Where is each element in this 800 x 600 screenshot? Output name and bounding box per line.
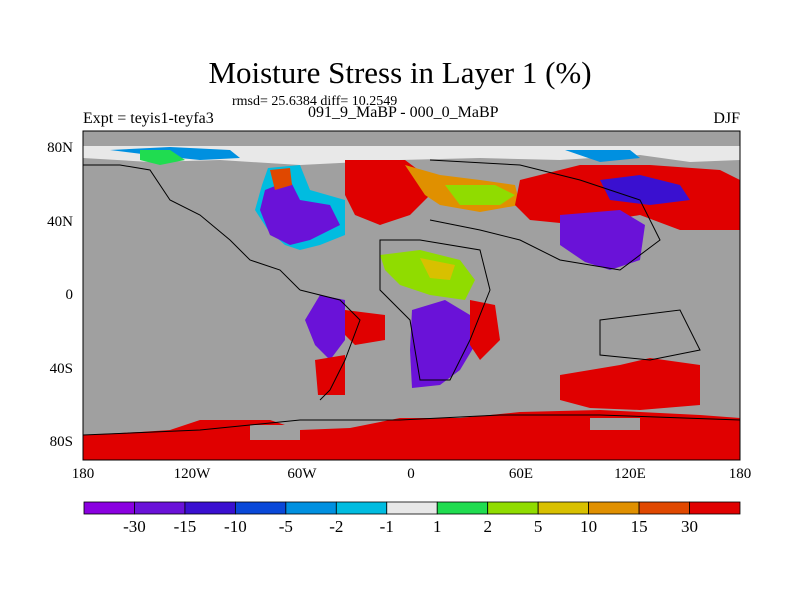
colorbar xyxy=(83,501,741,515)
y-tick-label: 0 xyxy=(65,287,74,303)
colorbar-box xyxy=(588,501,640,515)
colorbar-box xyxy=(386,501,438,515)
colorbar-label: 2 xyxy=(483,517,492,536)
antarctica-gap xyxy=(590,418,640,430)
colorbar-box xyxy=(234,501,287,515)
samerica-purple xyxy=(305,295,345,360)
colorbar-label: -15 xyxy=(173,517,197,536)
colorbar-label: -1 xyxy=(379,517,394,536)
y-tick-label: 80S xyxy=(49,434,73,450)
asia-green xyxy=(445,185,515,205)
eastasia-purple xyxy=(560,210,645,270)
colorbar-box xyxy=(487,501,539,515)
antarctica-gap xyxy=(250,425,300,440)
colorbar-label: -10 xyxy=(224,517,247,536)
colorbar-label: -2 xyxy=(329,517,344,536)
europe-red xyxy=(345,160,430,225)
colorbar-label: 30 xyxy=(681,517,699,536)
africa-red xyxy=(470,300,500,360)
colorbar-box xyxy=(689,501,741,515)
anomaly-field xyxy=(83,146,740,460)
x-tick-label: 60E xyxy=(508,466,534,482)
colorbar-box xyxy=(83,501,135,515)
x-tick-label: 180 xyxy=(728,466,752,482)
antarctica-red xyxy=(83,410,740,460)
colorbar-box xyxy=(638,501,690,515)
stats-label: rmsd= 25.6384 diff= 10.2549 xyxy=(232,94,398,109)
x-tick-label: 60W xyxy=(287,466,317,482)
x-tick-label: 120W xyxy=(173,466,211,482)
arctic-blue-east xyxy=(565,150,640,162)
colorbar-label: 15 xyxy=(630,517,648,536)
colorbar-box xyxy=(184,501,236,515)
y-tick-label: 40S xyxy=(49,361,73,377)
map-frame xyxy=(82,130,741,461)
experiment-label: Expt = teyis1-teyfa3 xyxy=(83,110,214,127)
namerica-red xyxy=(270,168,292,190)
africa-yellow xyxy=(420,258,455,280)
samerica-south-red xyxy=(315,355,345,395)
eastasia-blue xyxy=(600,175,690,205)
colorbar-label: -30 xyxy=(123,517,146,536)
y-tick-label: 80N xyxy=(47,140,73,156)
australia-south-red xyxy=(560,358,700,410)
samerica-red xyxy=(345,310,385,345)
colorbar-label: -5 xyxy=(278,517,293,536)
colorbar-box xyxy=(436,501,489,515)
arctic-green xyxy=(140,150,185,165)
colorbar-box xyxy=(285,501,337,515)
coastlines xyxy=(82,159,741,436)
colorbar-label: 10 xyxy=(580,517,598,536)
chart-title: Moisture Stress in Layer 1 (%) xyxy=(208,55,592,90)
namerica-purple xyxy=(260,180,340,245)
colorbar-label: 1 xyxy=(432,517,442,536)
x-tick-label: 0 xyxy=(407,466,415,482)
colorbar-box xyxy=(335,501,388,515)
africa-purple xyxy=(410,300,475,388)
y-tick-label: 40N xyxy=(47,214,73,230)
x-tick-label: 180 xyxy=(71,466,95,482)
colorbar-label: 5 xyxy=(533,517,543,536)
season-label: DJF xyxy=(713,110,740,127)
x-tick-label: 120E xyxy=(614,466,646,482)
colorbar-box xyxy=(134,501,186,515)
period-label: 091_9_MaBP - 000_0_MaBP xyxy=(308,104,499,121)
colorbar-box xyxy=(537,501,590,515)
africa-green xyxy=(380,250,475,300)
